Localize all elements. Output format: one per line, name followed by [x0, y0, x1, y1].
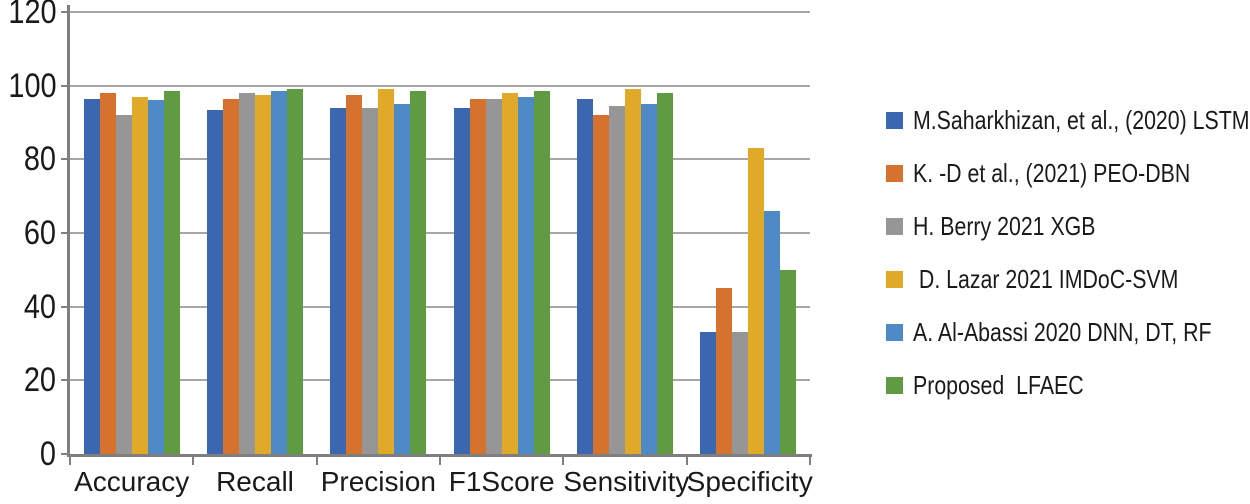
bar-group — [193, 12, 316, 454]
bar-group — [687, 12, 810, 454]
bar — [533, 91, 550, 454]
x-axis-label: Sensitivity — [563, 466, 690, 497]
legend-swatch-icon — [886, 376, 903, 394]
legend-item: M.Saharkhizan, et al., (2020) LSTM — [886, 103, 1250, 137]
x-axis-tick — [69, 457, 71, 465]
gridline — [70, 158, 810, 161]
legend-swatch-icon — [886, 111, 903, 129]
bar — [254, 94, 271, 454]
bar — [394, 104, 411, 454]
bar — [517, 96, 534, 454]
y-axis-label: 100 — [8, 66, 57, 105]
bar — [469, 98, 486, 454]
bar — [206, 109, 223, 454]
gridline — [70, 232, 810, 234]
legend-item: K. -D et al., (2021) PEO-DBN — [886, 156, 1250, 190]
bar — [410, 91, 427, 454]
bar — [222, 98, 239, 454]
y-axis-tick — [61, 453, 70, 455]
bar — [732, 332, 749, 454]
x-axis-label: Specificity — [686, 466, 813, 497]
y-axis-tick — [61, 379, 70, 382]
legend-swatch-icon — [886, 270, 903, 288]
x-axis-label: Accuracy — [74, 466, 190, 497]
bar — [608, 105, 625, 454]
bar — [780, 269, 797, 454]
bar — [131, 96, 148, 454]
bar — [270, 91, 287, 454]
x-axis-label: Recall — [216, 466, 294, 497]
y-axis-label: 40 — [23, 287, 56, 326]
legend-label: A. Al-Abassi 2020 DNN, DT, RF — [913, 317, 1212, 347]
gridline — [70, 84, 810, 87]
y-axis-label: 60 — [23, 214, 56, 252]
bar — [238, 93, 255, 454]
bar-group — [440, 12, 563, 454]
bar — [656, 93, 673, 454]
x-axis-tick — [315, 457, 318, 465]
x-axis-tick — [562, 457, 565, 465]
y-axis-tick — [61, 84, 70, 87]
y-axis-tick — [61, 158, 70, 161]
bar-group — [70, 12, 193, 454]
bar — [330, 107, 347, 454]
x-axis-label: F1Score — [448, 466, 555, 497]
legend-item: H. Berry 2021 XGB — [886, 209, 1136, 243]
legend-label: M.Saharkhizan, et al., (2020) LSTM — [913, 105, 1250, 135]
bar — [640, 104, 657, 454]
legend-item: D. Lazar 2021 IMDoC-SVM — [886, 262, 1237, 296]
bar — [83, 98, 100, 454]
bar — [716, 288, 733, 454]
bar — [163, 91, 180, 454]
legend-item: Proposed LFAEC — [886, 368, 1121, 402]
legend-swatch-icon — [886, 164, 903, 182]
legend-swatch-icon — [886, 323, 903, 341]
y-axis-label: 20 — [23, 361, 56, 400]
gridline — [70, 305, 810, 308]
x-axis-tick — [192, 457, 195, 465]
bar — [362, 107, 379, 454]
x-axis-tick — [809, 457, 811, 465]
bar — [624, 89, 641, 454]
y-axis-label: 80 — [23, 140, 56, 179]
x-axis — [67, 454, 812, 457]
y-axis-tick — [61, 305, 70, 308]
gridline — [70, 379, 810, 382]
legend-swatch-icon — [886, 217, 903, 235]
legend-label: D. Lazar 2021 IMDoC-SVM — [913, 264, 1179, 294]
bar — [764, 210, 781, 454]
legend-label: Proposed LFAEC — [913, 370, 1084, 400]
bar — [501, 93, 518, 454]
bar — [99, 93, 116, 454]
bar — [453, 107, 470, 454]
x-axis-tick — [685, 457, 688, 465]
bar — [576, 98, 593, 454]
bar — [485, 98, 502, 454]
bar — [378, 89, 395, 454]
y-axis-label: 0 — [39, 435, 56, 473]
x-axis-tick — [439, 457, 441, 465]
y-axis — [67, 5, 70, 457]
bar — [748, 148, 765, 454]
legend-label: H. Berry 2021 XGB — [913, 211, 1096, 241]
y-axis-label: 120 — [8, 0, 57, 31]
legend-label: K. -D et al., (2021) PEO-DBN — [913, 158, 1191, 188]
bar — [592, 115, 609, 454]
bar-group — [317, 12, 440, 454]
bar — [147, 100, 164, 454]
y-axis-tick — [61, 11, 70, 13]
y-axis-tick — [61, 232, 70, 234]
bar — [286, 89, 303, 454]
bar — [115, 115, 132, 454]
bar — [346, 94, 363, 454]
x-axis-label: Precision — [320, 466, 436, 497]
bar — [700, 332, 717, 454]
legend-item: A. Al-Abassi 2020 DNN, DT, RF — [886, 315, 1250, 349]
gridline — [70, 11, 810, 13]
bar-group — [563, 12, 686, 454]
